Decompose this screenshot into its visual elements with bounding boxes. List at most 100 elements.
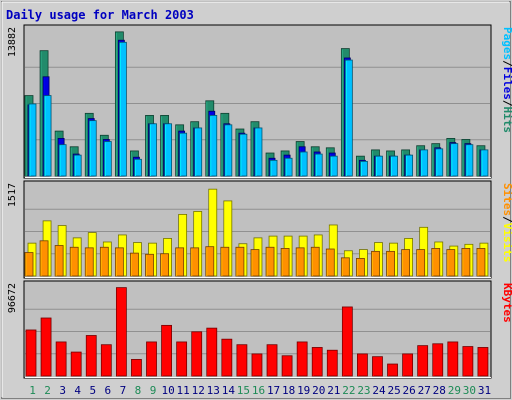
bar-sites-day-1 [24,252,34,277]
bar-sites-day-3 [54,245,64,277]
bar-kbytes-day-21 [326,349,338,377]
panel-kbytes-max-label: 96672 [7,283,18,313]
bar-kbytes-day-27 [417,345,429,377]
bar-pages-day-5 [88,120,97,177]
bar-kbytes-day-9 [146,341,157,377]
bar-sites-day-20 [310,246,320,277]
x-tick-label-day-17: 17 [267,384,280,397]
bar-sites-day-13 [205,246,215,277]
bar-sites-day-18 [280,248,290,277]
x-tick-label-day-7: 7 [120,384,127,397]
bar-sites-day-9 [145,253,154,277]
bar-sites-day-17 [265,246,275,277]
x-axis-tick-labels: 1 2 3 4 5 6 7 8 9 10 11 12 13 14 15 16 17 18 19 20 21 22 23 24 2… [29,384,491,397]
bar-kbytes-day-4 [70,351,82,377]
x-tick-label-day-12: 12 [192,384,205,397]
bar-pages-day-21 [329,155,338,177]
x-tick-label-day-27: 27 [418,384,431,397]
panel-visits-max-label: 1517 [7,183,18,207]
x-tick-label-day-25: 25 [387,384,400,397]
x-tick-label-day-30: 30 [463,384,476,397]
bar-sites-day-23 [356,257,365,277]
bar-kbytes-day-28 [432,343,444,377]
bar-pages-day-30 [465,144,474,177]
x-tick-label-day-24: 24 [372,384,386,397]
legend-entry: / [501,60,512,67]
bar-pages-day-13 [209,115,218,177]
bar-kbytes-day-14 [221,338,233,377]
bar-pages-day-25 [390,155,398,177]
bar-kbytes-day-16 [251,353,263,377]
x-tick-label-day-19: 19 [297,384,310,397]
chart-title: Daily usage for March 2003 [6,8,194,22]
bar-kbytes-day-12 [191,331,203,377]
x-tick-label-day-22: 22 [342,384,355,397]
bar-kbytes-day-7 [115,287,127,377]
bar-sites-day-31 [476,248,486,277]
bar-pages-day-31 [480,149,489,177]
bar-pages-day-20 [314,153,323,177]
bar-pages-day-23 [360,160,368,177]
bar-sites-day-15 [235,246,245,277]
bar-kbytes-day-24 [372,356,383,377]
bar-pages-day-8 [134,158,142,177]
bar-kbytes-day-2 [40,317,52,377]
bar-pages-day-6 [103,141,112,177]
legend-entry: / [501,100,512,107]
bar-sites-day-2 [39,240,49,277]
bar-pages-day-12 [194,127,203,177]
bar-sites-day-29 [446,249,456,277]
bar-kbytes-day-8 [131,359,142,377]
x-tick-label-day-23: 23 [357,384,370,397]
bar-pages-day-26 [405,154,414,177]
panel-traffic-legend: Pages/Files/Hits [501,27,512,133]
bar-sites-day-25 [386,250,395,277]
x-tick-label-day-6: 6 [105,384,112,397]
bar-pages-day-2 [43,95,52,177]
x-tick-label-day-3: 3 [59,384,66,397]
x-tick-label-day-21: 21 [327,384,340,397]
bar-pages-day-1 [28,103,37,177]
panel-traffic-max-label: 13882 [7,27,18,57]
bar-pages-day-17 [269,159,278,177]
bar-sites-day-7 [114,247,124,277]
bar-pages-day-11 [179,132,188,177]
bar-pages-day-10 [164,123,172,177]
bar-sites-day-4 [69,246,79,277]
bar-kbytes-day-11 [176,341,188,377]
bar-kbytes-day-25 [387,363,398,377]
x-tick-label-day-8: 8 [135,384,142,397]
x-tick-label-day-14: 14 [222,384,236,397]
x-tick-label-day-5: 5 [89,384,96,397]
x-tick-label-day-10: 10 [161,384,174,397]
bar-sites-day-14 [220,246,230,277]
legend-entry: Sites [501,183,512,216]
bar-sites-day-27 [416,249,426,277]
bar-kbytes-day-23 [357,353,368,377]
x-tick-label-day-16: 16 [252,384,265,397]
bar-pages-day-29 [450,143,459,177]
bar-sites-day-8 [130,252,139,277]
bar-pages-day-19 [299,151,308,177]
bar-pages-day-15 [239,133,248,177]
bar-kbytes-day-31 [477,347,489,377]
x-tick-label-day-18: 18 [282,384,295,397]
x-tick-label-day-26: 26 [403,384,416,397]
bar-pages-day-28 [435,148,444,177]
x-tick-label-day-28: 28 [433,384,446,397]
bar-pages-day-4 [73,154,82,177]
x-tick-label-day-31: 31 [478,384,491,397]
legend-entry: KBytes [501,283,512,323]
bar-pages-day-7 [118,41,127,177]
bar-kbytes-day-30 [462,346,474,377]
bar-kbytes-day-6 [100,344,112,377]
x-tick-label-day-20: 20 [312,384,325,397]
bar-sites-day-24 [371,250,380,277]
bar-sites-day-12 [190,247,200,277]
bar-kbytes-day-5 [85,335,97,377]
bar-kbytes-day-29 [447,341,459,377]
bar-kbytes-day-18 [281,355,293,377]
bar-sites-day-10 [160,253,169,277]
bar-pages-day-27 [420,149,429,177]
